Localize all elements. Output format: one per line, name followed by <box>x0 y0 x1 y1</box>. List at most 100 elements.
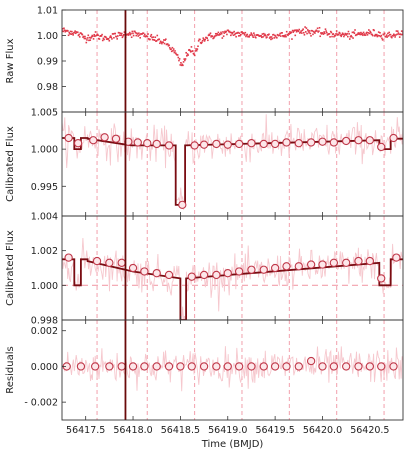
raw-flux-point <box>358 33 360 35</box>
raw-flux-point <box>94 35 96 38</box>
binned-point <box>187 272 196 281</box>
binned-point <box>105 258 114 267</box>
raw-flux-point <box>90 36 93 38</box>
binned-point <box>190 141 199 150</box>
raw-flux-point <box>196 48 199 50</box>
raw-flux-point <box>89 39 92 41</box>
raw-flux-point <box>335 33 337 35</box>
binned-point <box>282 362 291 371</box>
raw-flux-point <box>394 34 397 36</box>
raw-flux-point <box>218 34 220 36</box>
binned-point <box>164 362 174 371</box>
binned-point <box>329 138 339 147</box>
raw-flux-point <box>393 34 396 36</box>
binned-point <box>365 256 374 266</box>
raw-flux-point <box>347 30 350 33</box>
raw-flux-point <box>239 34 241 37</box>
raw-flux-point <box>368 32 371 35</box>
raw-flux-point <box>311 30 314 32</box>
raw-flux-point <box>209 32 212 35</box>
raw-flux-point <box>84 35 86 38</box>
binned-point <box>389 362 398 371</box>
raw-flux-point <box>63 27 65 30</box>
raw-flux-point <box>305 27 308 29</box>
raw-flux-point <box>190 46 193 48</box>
raw-flux-point <box>150 33 153 36</box>
raw-flux-point <box>233 30 235 33</box>
raw-flux-point <box>72 34 74 36</box>
raw-flux-point <box>195 48 197 50</box>
raw-flux-point <box>69 32 71 35</box>
binned-point <box>199 362 209 371</box>
raw-flux-point <box>186 53 189 55</box>
binned-point <box>223 140 232 149</box>
binned-point <box>270 263 280 273</box>
raw-flux-point <box>109 35 112 37</box>
raw-flux-point <box>102 37 105 40</box>
raw-flux-point <box>345 34 348 36</box>
raw-flux-point <box>352 37 354 39</box>
raw-flux-point <box>274 35 277 37</box>
binned-point <box>133 138 142 147</box>
raw-flux-point <box>62 28 64 30</box>
raw-flux-point <box>143 33 146 36</box>
raw-flux-point <box>63 29 66 31</box>
raw-flux-point <box>323 31 325 33</box>
raw-flux-point <box>180 64 183 67</box>
binned-point <box>212 270 221 280</box>
raw-flux-point <box>147 33 149 35</box>
raw-flux-point <box>249 34 252 36</box>
binned-point <box>199 140 209 149</box>
raw-flux-point <box>184 59 186 62</box>
raw-flux-point <box>183 58 186 60</box>
raw-flux-point <box>176 54 179 56</box>
raw-flux-point <box>197 40 200 42</box>
raw-flux-point <box>351 31 354 34</box>
raw-flux-point <box>73 31 76 34</box>
raw-flux-point <box>396 33 398 36</box>
raw-flux-point <box>324 28 327 30</box>
raw-flux-point <box>324 32 326 35</box>
raw-flux-point <box>401 33 403 36</box>
raw-flux-point <box>131 30 134 33</box>
raw-flux-point <box>276 36 278 39</box>
raw-flux-point <box>255 36 257 39</box>
binned-point <box>377 274 386 283</box>
raw-flux-point <box>299 31 302 34</box>
raw-flux-point <box>374 33 377 36</box>
raw-flux-point <box>110 36 113 39</box>
raw-flux-point <box>230 31 233 34</box>
binned-point <box>152 269 161 278</box>
raw-flux-point <box>187 54 189 56</box>
raw-flux-point <box>294 34 297 37</box>
raw-flux-point <box>309 32 312 35</box>
raw-flux-point <box>295 29 297 31</box>
binned-point <box>247 265 256 274</box>
raw-flux-point <box>377 34 379 37</box>
raw-flux-point <box>241 31 243 33</box>
binned-point <box>152 139 161 149</box>
raw-flux-point <box>215 34 218 37</box>
raw-flux-point <box>308 31 310 34</box>
raw-flux-point <box>77 34 80 37</box>
raw-flux-point <box>318 26 321 29</box>
raw-flux-point <box>62 30 65 33</box>
raw-flux-point <box>220 31 222 34</box>
x-tick-label: 56417.5 <box>66 425 105 436</box>
binned-point <box>212 139 221 149</box>
y-tick-label: 1.000 <box>31 281 58 292</box>
raw-flux-point <box>283 35 286 38</box>
raw-flux-point <box>151 38 154 41</box>
binned-point <box>282 262 291 271</box>
raw-flux-point <box>195 49 198 52</box>
raw-flux-point <box>229 31 232 34</box>
raw-flux-point <box>179 64 182 66</box>
raw-flux-point <box>221 37 224 39</box>
raw-flux-point <box>224 31 227 34</box>
raw-flux-point <box>166 43 169 45</box>
raw-flux-point <box>142 32 145 34</box>
raw-flux-point <box>318 30 320 32</box>
raw-flux-point <box>303 33 306 36</box>
raw-flux-point <box>172 49 174 52</box>
raw-flux-point <box>295 30 298 33</box>
